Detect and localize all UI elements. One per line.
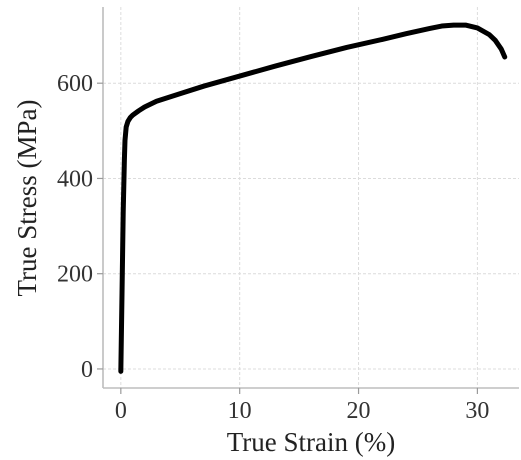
stress-strain-line	[118, 22, 508, 374]
x-tick-label: 30	[465, 398, 489, 424]
x-tick-label: 0	[115, 398, 127, 424]
y-tick-label: 600	[57, 71, 93, 97]
x-tick-label: 20	[347, 398, 371, 424]
x-tick-label: 10	[228, 398, 252, 424]
axes	[102, 7, 519, 389]
y-axis-label: True Stress (MPa)	[12, 99, 42, 296]
x-axis-label: True Strain (%)	[227, 427, 396, 457]
data-series	[118, 22, 508, 374]
y-tick-label: 400	[57, 166, 93, 192]
ticks	[97, 82, 478, 394]
gridlines	[103, 7, 519, 388]
y-tick-label: 200	[57, 262, 93, 288]
tick-labels: 0 10 20 30 0 200 400 600	[57, 71, 489, 424]
y-tick-label: 0	[81, 357, 93, 383]
